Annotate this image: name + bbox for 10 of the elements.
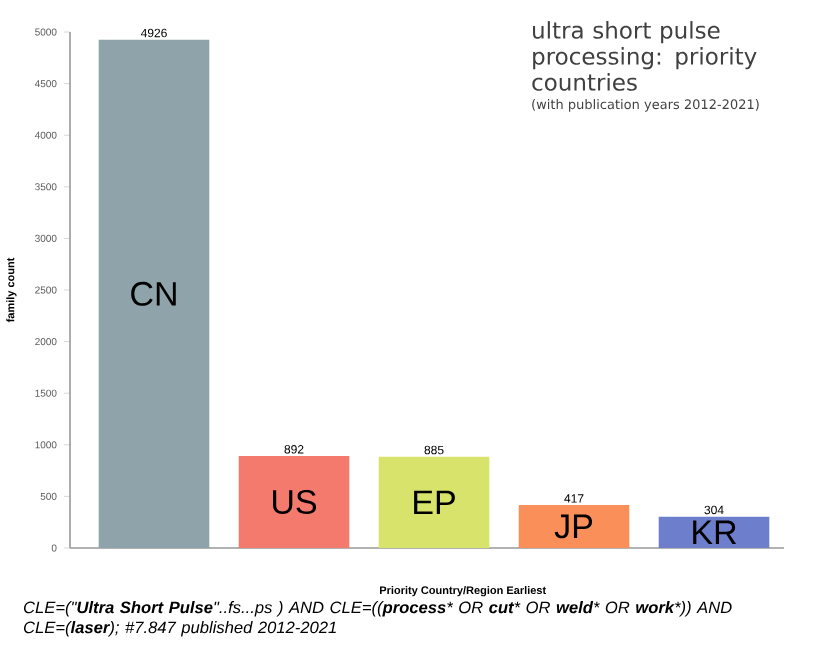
x-tick-label: US	[273, 489, 317, 515]
text: ultra short pulse processing: priority countries	[532, 21, 757, 91]
x-tick-label: KR	[693, 520, 737, 545]
x-tick-label: CN	[131, 281, 176, 306]
x-tick-label: JP	[554, 514, 593, 539]
bar	[238, 455, 350, 548]
bar	[518, 504, 630, 548]
bar	[378, 456, 490, 548]
bar	[98, 39, 210, 548]
x-tick-label: EP	[414, 490, 455, 515]
